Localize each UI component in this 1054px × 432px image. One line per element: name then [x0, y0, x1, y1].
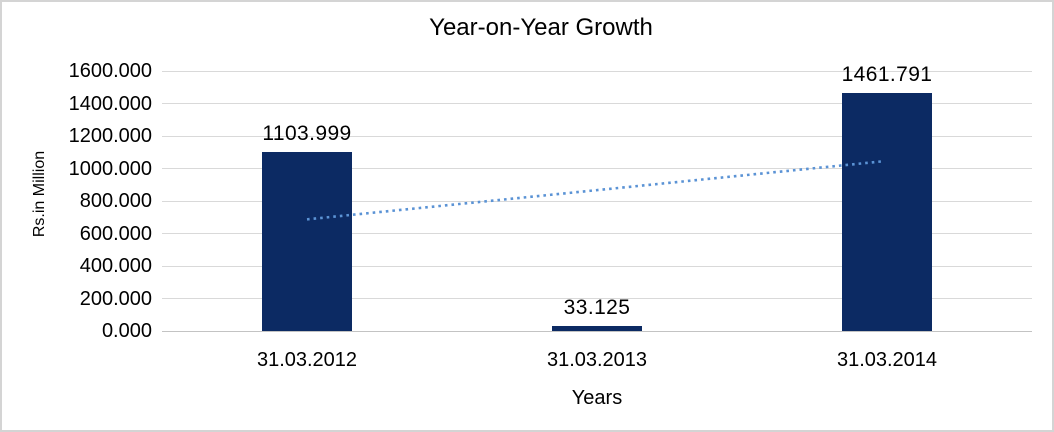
x-axis-title: Years [571, 387, 623, 409]
data-label: 1461.791 [841, 63, 933, 87]
x-tick-label: 31.03.2014 [836, 349, 938, 371]
y-tick-label: 1400.000 [68, 92, 152, 115]
y-tick-label: 800.000 [79, 190, 152, 212]
bar [842, 93, 932, 331]
bar [262, 151, 352, 331]
y-tick-label: 1600.000 [68, 60, 152, 82]
y-tick-label: 1200.000 [68, 125, 152, 147]
y-tick-label: 200.000 [79, 287, 152, 310]
x-tick-label: 31.03.2013 [546, 349, 648, 371]
trendline-path [306, 159, 885, 221]
bar [552, 325, 642, 331]
data-label: 1103.999 [262, 121, 352, 145]
y-tick-label: 400.000 [79, 255, 152, 277]
x-tick-label: 31.03.2012 [256, 349, 358, 371]
chart-title: Year-on-Year Growth [429, 14, 653, 41]
y-tick-label: 0.000 [101, 320, 152, 342]
y-tick-label: 1000.000 [68, 157, 152, 180]
data-label: 33.125 [563, 295, 631, 319]
y-tick-label: 600.000 [79, 222, 152, 245]
